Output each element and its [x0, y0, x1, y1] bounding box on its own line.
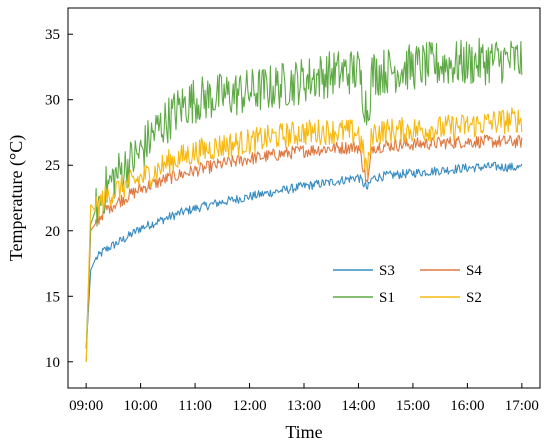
series-line-s4: [85, 134, 523, 362]
legend-label-s1: S1: [379, 290, 395, 306]
legend: S3 S4 S1 S2: [333, 263, 482, 306]
legend-label-s2: S2: [466, 290, 482, 306]
y-tick-label: 25: [45, 158, 60, 174]
y-tick-label: 15: [45, 289, 60, 305]
x-tick-label: 11:00: [178, 398, 212, 414]
axis-ticks: 09:00 10:00 11:00 12:00 13:00 14:00 15:00 16:00…: [45, 27, 539, 414]
x-tick-label: 13:00: [287, 398, 321, 414]
x-tick-label: 10:00: [124, 398, 158, 414]
y-tick-label: 10: [45, 355, 60, 371]
x-axis-title: Time: [285, 422, 322, 442]
y-axis-title: Temperature (°C): [6, 135, 27, 261]
y-tick-label: 35: [45, 27, 60, 43]
x-tick-label: 17:00: [505, 398, 539, 414]
x-tick-label: 09:00: [69, 398, 103, 414]
legend-label-s3: S3: [379, 263, 395, 279]
y-tick-label: 20: [45, 224, 60, 240]
series-lines: [85, 37, 523, 362]
legend-label-s4: S4: [466, 263, 482, 279]
y-tick-label: 30: [45, 93, 60, 109]
series-line-s3: [85, 161, 523, 349]
x-tick-label: 12:00: [232, 398, 266, 414]
x-tick-label: 16:00: [450, 398, 484, 414]
plot-frame: [67, 7, 541, 389]
x-tick-label: 15:00: [396, 398, 430, 414]
x-tick-label: 14:00: [341, 398, 375, 414]
series-line-s2: [85, 107, 523, 362]
series-line-s1: [85, 37, 523, 349]
